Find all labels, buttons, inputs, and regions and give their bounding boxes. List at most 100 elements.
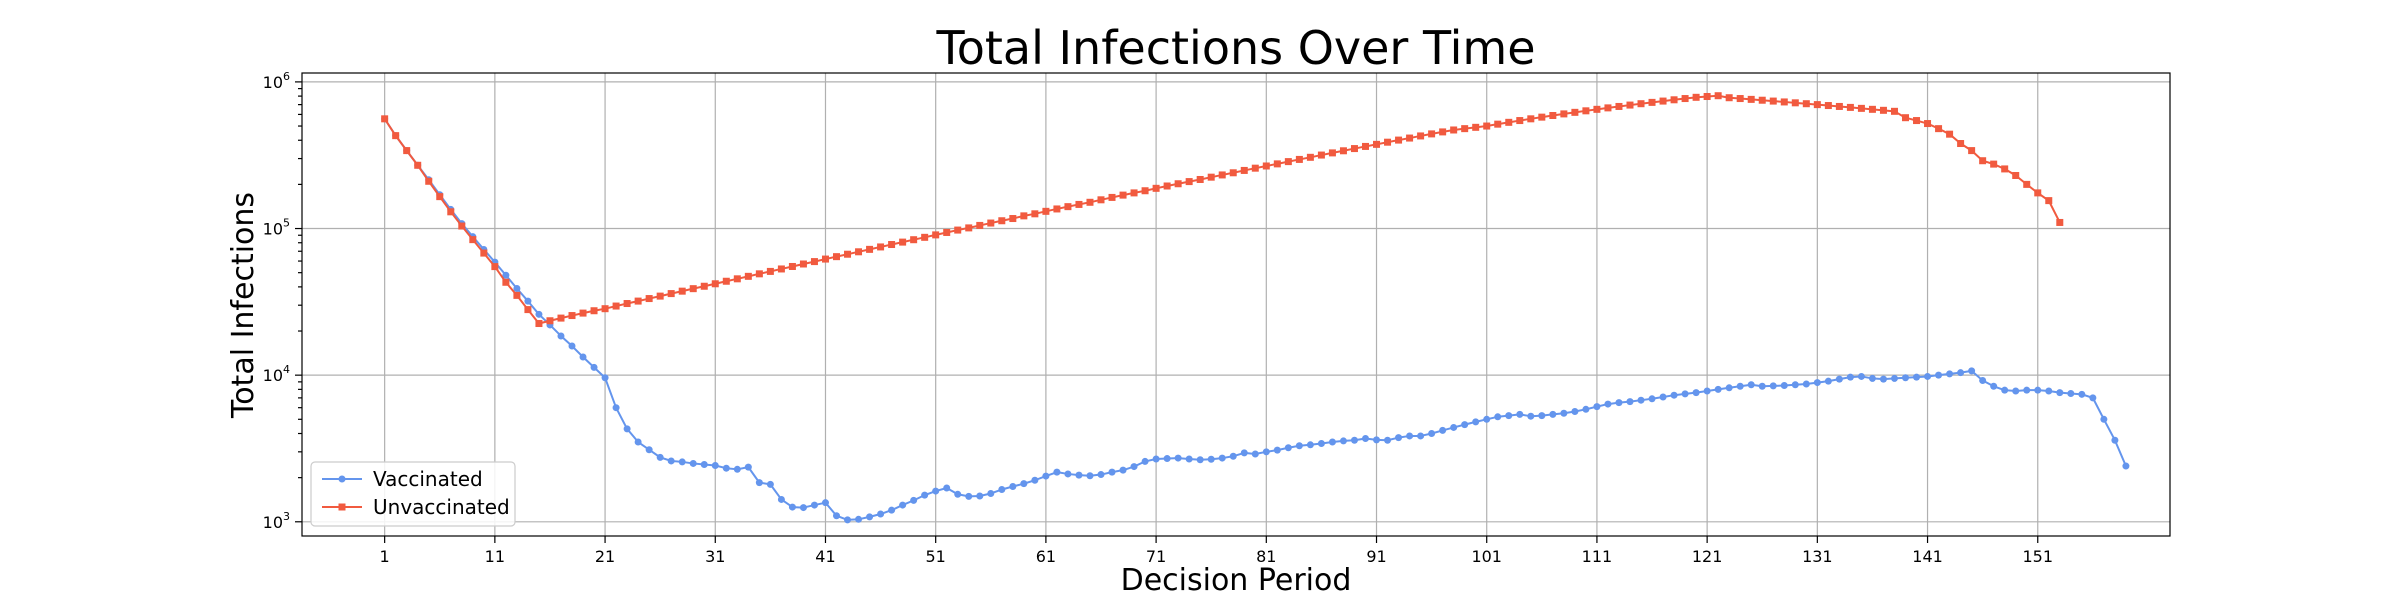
data-point-unvaccinated (579, 309, 587, 317)
data-point-unvaccinated (1879, 106, 1887, 114)
data-point-vaccinated (1483, 415, 1491, 423)
legend-marker-unvaccinated (338, 503, 346, 511)
data-point-vaccinated (932, 487, 940, 495)
data-point-unvaccinated (1152, 184, 1160, 192)
plot-frame (301, 72, 2171, 537)
data-point-vaccinated (1516, 410, 1524, 418)
data-point-unvaccinated (535, 320, 543, 328)
data-point-vaccinated (1450, 423, 1458, 431)
data-point-unvaccinated (1747, 95, 1755, 103)
data-point-unvaccinated (1670, 96, 1678, 104)
data-point-vaccinated (656, 453, 664, 461)
data-point-vaccinated (821, 499, 829, 507)
data-point-unvaccinated (1339, 147, 1347, 155)
data-point-unvaccinated (414, 161, 422, 169)
data-point-vaccinated (1681, 390, 1689, 398)
data-point-unvaccinated (623, 300, 631, 308)
data-point-vaccinated (1626, 398, 1634, 406)
data-point-vaccinated (755, 479, 763, 487)
data-point-vaccinated (943, 484, 951, 492)
data-point-unvaccinated (1615, 102, 1623, 110)
series-line-vaccinated (383, 118, 2127, 521)
data-point-unvaccinated (1725, 94, 1733, 102)
data-point-unvaccinated (888, 241, 896, 249)
data-point-vaccinated (1395, 434, 1403, 442)
data-point-vaccinated (1042, 472, 1050, 480)
data-point-unvaccinated (810, 258, 818, 266)
data-point-vaccinated (2001, 386, 2009, 394)
data-point-vaccinated (2045, 387, 2053, 395)
data-point-unvaccinated (513, 291, 521, 299)
data-point-vaccinated (1130, 463, 1138, 471)
y-tick-label: 104 (263, 363, 290, 385)
data-point-vaccinated (1141, 457, 1149, 465)
data-point-vaccinated (634, 438, 642, 446)
data-point-vaccinated (1979, 376, 1987, 384)
data-point-vaccinated (1428, 430, 1436, 438)
data-point-vaccinated (1703, 387, 1711, 395)
data-point-vaccinated (1648, 395, 1656, 403)
data-point-vaccinated (502, 271, 510, 279)
data-point-vaccinated (2012, 387, 2020, 395)
data-point-unvaccinated (1472, 123, 1480, 131)
x-tick-label: 41 (815, 547, 835, 566)
data-point-unvaccinated (1273, 160, 1281, 168)
data-point-unvaccinated (1119, 191, 1127, 199)
data-point-unvaccinated (1703, 93, 1711, 101)
data-point-vaccinated (579, 353, 587, 361)
data-point-unvaccinated (1174, 180, 1182, 188)
data-point-vaccinated (1009, 483, 1017, 491)
data-point-vaccinated (1560, 409, 1568, 417)
data-point-unvaccinated (987, 219, 995, 227)
data-point-unvaccinated (943, 228, 951, 236)
data-point-unvaccinated (1604, 104, 1612, 112)
data-point-unvaccinated (1317, 151, 1325, 159)
data-point-unvaccinated (788, 262, 796, 270)
data-point-vaccinated (1119, 466, 1127, 474)
data-point-vaccinated (833, 512, 841, 520)
data-point-unvaccinated (1251, 164, 1259, 172)
data-point-unvaccinated (1328, 149, 1336, 157)
data-point-vaccinated (1902, 374, 1910, 382)
data-point-vaccinated (1251, 450, 1259, 458)
data-point-vaccinated (2067, 389, 2075, 397)
data-point-vaccinated (866, 513, 874, 521)
x-axis-label: Decision Period (1121, 563, 1352, 598)
data-point-vaccinated (777, 495, 785, 503)
data-point-unvaccinated (777, 265, 785, 273)
data-point-unvaccinated (1736, 95, 1744, 103)
data-point-unvaccinated (381, 115, 389, 123)
data-point-vaccinated (1615, 399, 1623, 407)
data-point-vaccinated (1946, 370, 1954, 378)
data-point-unvaccinated (899, 238, 907, 246)
data-point-unvaccinated (1835, 102, 1843, 110)
data-point-vaccinated (1714, 385, 1722, 393)
data-point-unvaccinated (425, 177, 433, 185)
data-point-unvaccinated (612, 302, 620, 310)
data-point-unvaccinated (1240, 166, 1248, 174)
data-point-unvaccinated (1097, 196, 1105, 204)
data-point-vaccinated (1494, 413, 1502, 421)
data-point-unvaccinated (502, 278, 510, 286)
data-point-vaccinated (1284, 444, 1292, 452)
data-point-unvaccinated (2012, 171, 2020, 179)
data-point-unvaccinated (568, 312, 576, 320)
grid-layer (302, 73, 2170, 536)
axis-layer: 1 11 21 31 41 51 61 71 81 91 101 111 121 131 141 151103… (263, 70, 2053, 566)
data-point-unvaccinated (954, 226, 962, 234)
data-point-unvaccinated (1769, 97, 1777, 105)
data-point-unvaccinated (480, 249, 488, 257)
y-tick-label: 103 (263, 510, 290, 532)
data-point-vaccinated (744, 463, 752, 471)
data-point-vaccinated (1053, 468, 1061, 476)
data-point-vaccinated (1549, 410, 1557, 418)
data-point-vaccinated (1306, 441, 1314, 449)
data-point-unvaccinated (601, 305, 609, 313)
data-point-unvaccinated (2056, 218, 2064, 226)
data-point-unvaccinated (524, 306, 532, 314)
data-point-vaccinated (1185, 455, 1193, 463)
data-point-unvaccinated (1395, 136, 1403, 144)
data-point-unvaccinated (1935, 125, 1943, 133)
data-point-unvaccinated (557, 314, 565, 322)
data-point-vaccinated (1824, 377, 1832, 385)
